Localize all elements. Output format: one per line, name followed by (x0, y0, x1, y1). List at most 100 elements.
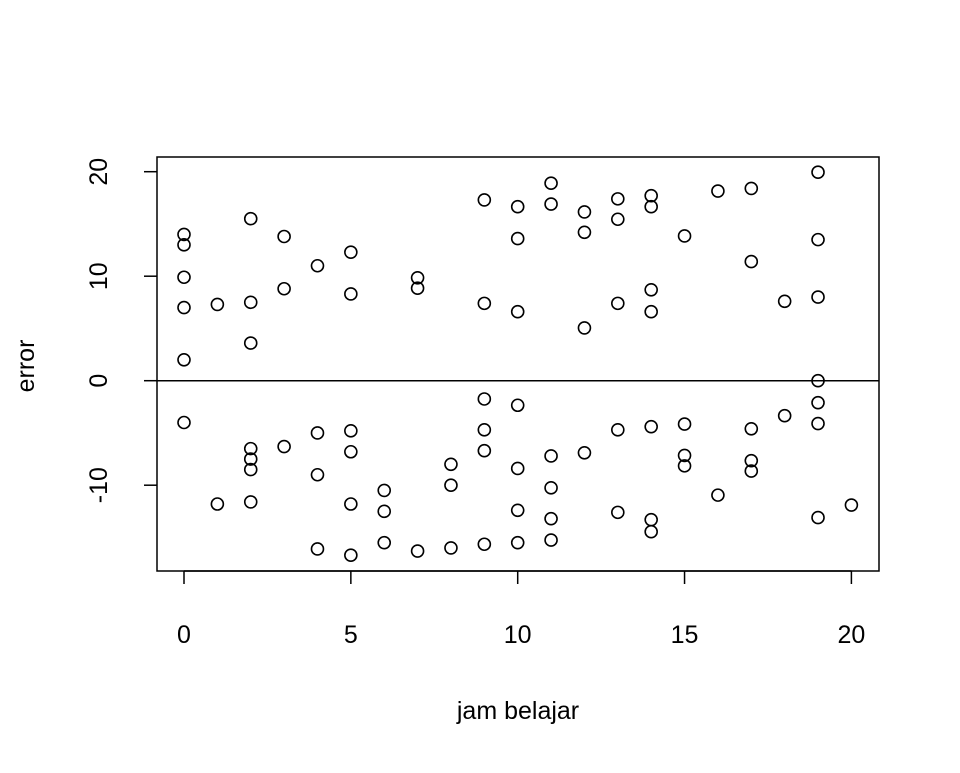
data-point (210, 497, 225, 511)
data-point (344, 548, 358, 563)
data-point (544, 481, 558, 495)
data-point (644, 199, 658, 214)
data-point (277, 229, 291, 244)
data-point (544, 197, 558, 211)
data-point (510, 199, 525, 214)
y-axis: -10 0 10 20 (85, 158, 157, 503)
data-point (243, 295, 258, 310)
data-point (310, 426, 325, 440)
data-point (811, 510, 825, 525)
x-tick-label: 0 (177, 621, 191, 649)
data-point (611, 296, 625, 311)
data-point (243, 495, 258, 509)
data-point (611, 505, 625, 520)
data-point (243, 441, 258, 456)
data-points (177, 165, 859, 563)
data-point (744, 181, 759, 196)
data-point (344, 497, 358, 511)
data-point (344, 424, 358, 438)
data-point (377, 483, 392, 498)
data-point (777, 408, 792, 423)
data-point (510, 398, 525, 413)
data-point (477, 537, 492, 552)
data-point (744, 453, 759, 468)
data-point (510, 231, 525, 246)
data-point (410, 281, 425, 296)
data-point (344, 287, 358, 301)
data-point (310, 542, 325, 556)
y-tick-label: 0 (85, 374, 113, 388)
data-point (811, 232, 825, 247)
data-point (611, 212, 625, 227)
data-point (644, 304, 658, 319)
data-point (711, 488, 725, 502)
x-tick-label: 15 (671, 621, 699, 649)
data-point (377, 504, 392, 519)
data-point (644, 524, 658, 539)
data-point (377, 535, 392, 550)
x-tick-label: 10 (504, 621, 532, 649)
data-point (277, 439, 291, 454)
data-point (811, 416, 825, 431)
x-axis-label: jam belajar (456, 697, 579, 725)
data-point (510, 304, 525, 319)
data-point (243, 452, 258, 466)
data-point (310, 467, 325, 482)
data-point (844, 498, 859, 512)
data-point (677, 448, 692, 463)
data-point (477, 392, 492, 406)
data-point (611, 192, 625, 206)
data-point (644, 282, 658, 297)
data-point (744, 421, 759, 436)
data-point (477, 443, 492, 458)
data-point (544, 176, 558, 190)
data-point (210, 297, 225, 312)
data-point (177, 270, 191, 285)
data-point (811, 373, 825, 388)
data-point (510, 461, 525, 476)
data-point (444, 478, 458, 493)
data-point (410, 270, 425, 285)
x-tick-label: 5 (344, 621, 358, 649)
data-point (510, 503, 525, 518)
data-point (310, 258, 325, 273)
y-tick-label: 20 (85, 158, 113, 186)
data-point (777, 294, 792, 309)
data-point (410, 544, 425, 558)
data-point (744, 254, 759, 269)
data-point (577, 446, 592, 460)
data-point (177, 238, 191, 252)
data-point (744, 464, 759, 478)
data-point (811, 165, 825, 180)
data-point (177, 227, 191, 242)
data-point (243, 211, 258, 226)
plot-frame (156, 156, 880, 572)
x-axis: 0 5 10 15 20 (177, 570, 865, 649)
data-point (477, 193, 492, 207)
data-point (644, 512, 658, 527)
y-axis-label: error (12, 340, 40, 393)
data-point (677, 459, 692, 473)
data-point (811, 395, 825, 410)
data-point (544, 533, 558, 547)
data-point (477, 423, 492, 437)
data-point (644, 188, 658, 203)
data-point (677, 417, 692, 431)
data-point (577, 205, 592, 219)
data-point (711, 184, 725, 198)
data-point (577, 225, 592, 240)
data-point (510, 535, 525, 550)
data-point (677, 229, 692, 243)
data-point (344, 245, 358, 259)
data-point (344, 444, 358, 459)
data-point (243, 336, 258, 350)
data-point (544, 449, 558, 463)
data-point (577, 321, 592, 335)
data-point (544, 511, 558, 526)
data-point (811, 290, 825, 304)
y-tick-label: -10 (85, 467, 113, 503)
data-point (477, 296, 492, 311)
data-point (611, 423, 625, 437)
